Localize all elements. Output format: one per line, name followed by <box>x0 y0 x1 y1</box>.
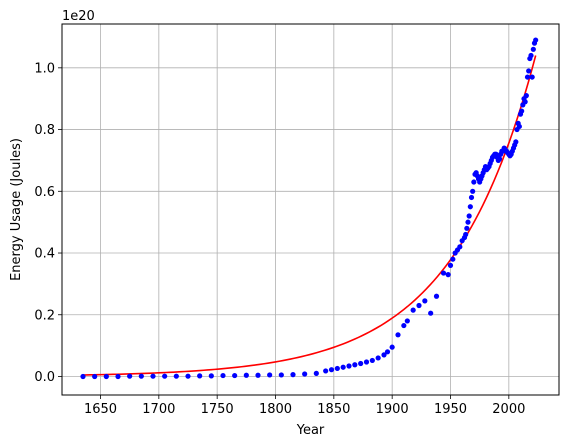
data-point <box>340 364 346 370</box>
x-axis-ticks: 1650 1700 1750 1800 1850 1900 1950 2000 <box>84 395 525 417</box>
data-point <box>381 352 387 358</box>
data-point <box>457 244 463 250</box>
data-point <box>466 213 472 219</box>
data-point <box>522 99 528 105</box>
x-axis-label: Year <box>296 423 325 438</box>
data-point <box>358 360 364 367</box>
y-tick-label: 1.0 <box>34 61 55 76</box>
data-point <box>278 372 284 378</box>
data-point <box>416 302 422 309</box>
data-point <box>302 371 308 377</box>
data-point <box>150 373 156 379</box>
data-point <box>447 262 454 268</box>
plot-frame <box>61 23 560 396</box>
data-point <box>363 359 370 365</box>
data-point <box>519 108 525 114</box>
data-point <box>243 372 249 378</box>
y-axis-ticks: 0.0 0.2 0.4 0.6 0.8 1.0 <box>34 61 62 385</box>
data-point <box>422 298 428 304</box>
data-point <box>220 372 226 379</box>
data-point <box>433 293 440 299</box>
data-point <box>428 310 434 316</box>
data-point <box>470 188 476 194</box>
data-point <box>530 46 536 52</box>
data-point <box>80 373 86 380</box>
data-point <box>440 270 447 276</box>
y-axis-label: Energy Usage (Joules) <box>9 138 24 281</box>
data-point <box>197 373 203 379</box>
x-tick-label: 1850 <box>317 402 350 417</box>
data-point <box>352 362 358 368</box>
data-point <box>445 272 451 278</box>
data-point <box>496 156 503 162</box>
data-point <box>185 373 191 379</box>
data-point <box>524 74 531 80</box>
data-point <box>92 373 98 380</box>
data-point <box>290 372 296 378</box>
data-point <box>468 194 475 201</box>
data-point <box>389 344 395 350</box>
data-point <box>255 372 261 378</box>
data-point <box>323 368 329 374</box>
x-tick-label: 1750 <box>201 402 234 417</box>
data-point <box>208 373 214 379</box>
grid-lines <box>62 24 559 395</box>
data-point <box>450 256 456 262</box>
data-point <box>533 37 539 43</box>
x-tick-label: 1900 <box>376 402 409 417</box>
data-point <box>464 225 470 231</box>
y-tick-label: 0.0 <box>34 370 55 385</box>
y-offset-text: 1e20 <box>62 9 95 24</box>
data-point <box>523 93 529 99</box>
data-point <box>267 372 273 378</box>
data-point <box>513 139 519 145</box>
data-point <box>467 204 473 210</box>
y-tick-label: 0.8 <box>34 123 55 138</box>
data-point <box>346 363 352 369</box>
data-point <box>127 373 133 379</box>
data-point <box>115 373 121 380</box>
y-tick-label: 0.2 <box>34 308 55 323</box>
data-point <box>529 74 535 80</box>
data-point <box>384 349 391 355</box>
data-point <box>465 219 471 225</box>
x-tick-label: 2000 <box>492 402 525 417</box>
data-points-group <box>80 37 539 380</box>
data-point <box>526 68 532 74</box>
data-point <box>328 367 335 373</box>
data-point <box>103 373 109 380</box>
data-point <box>232 372 238 379</box>
data-point <box>375 355 381 361</box>
data-point <box>369 357 375 364</box>
x-tick-label: 1650 <box>84 402 117 417</box>
x-tick-label: 1800 <box>259 402 292 417</box>
y-tick-label: 0.6 <box>34 185 55 200</box>
data-point <box>401 322 407 329</box>
data-point <box>173 373 179 379</box>
data-point <box>334 365 340 372</box>
data-point <box>463 231 469 238</box>
x-tick-label: 1950 <box>434 402 467 417</box>
data-point <box>404 318 410 324</box>
data-point <box>162 373 168 379</box>
x-tick-label: 1700 <box>142 402 175 417</box>
data-point <box>410 307 416 313</box>
data-point <box>516 123 522 130</box>
data-point <box>471 179 477 185</box>
data-point <box>313 370 319 376</box>
data-point <box>138 373 144 379</box>
data-point <box>528 52 534 59</box>
y-tick-label: 0.4 <box>34 247 55 262</box>
data-point <box>395 332 401 338</box>
